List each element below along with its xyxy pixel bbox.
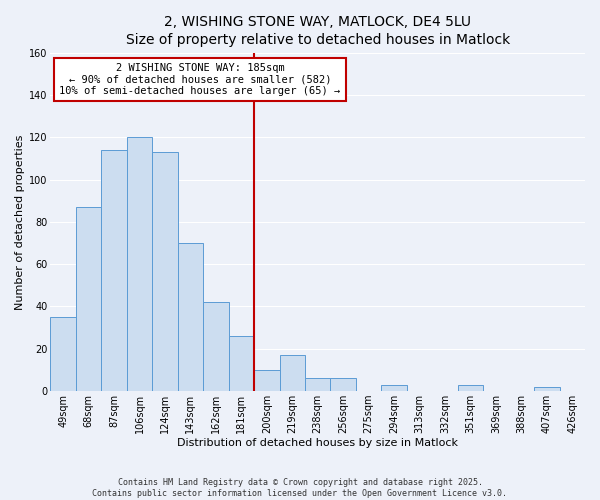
Bar <box>101 150 127 391</box>
Bar <box>331 378 356 391</box>
Bar <box>534 387 560 391</box>
Y-axis label: Number of detached properties: Number of detached properties <box>15 134 25 310</box>
X-axis label: Distribution of detached houses by size in Matlock: Distribution of detached houses by size … <box>177 438 458 448</box>
Bar <box>127 138 152 391</box>
Text: Contains HM Land Registry data © Crown copyright and database right 2025.
Contai: Contains HM Land Registry data © Crown c… <box>92 478 508 498</box>
Bar <box>458 384 483 391</box>
Bar <box>382 384 407 391</box>
Bar <box>178 243 203 391</box>
Bar <box>76 207 101 391</box>
Text: 2 WISHING STONE WAY: 185sqm
← 90% of detached houses are smaller (582)
10% of se: 2 WISHING STONE WAY: 185sqm ← 90% of det… <box>59 63 341 96</box>
Bar <box>280 355 305 391</box>
Bar <box>203 302 229 391</box>
Bar <box>305 378 331 391</box>
Bar <box>50 317 76 391</box>
Bar <box>229 336 254 391</box>
Title: 2, WISHING STONE WAY, MATLOCK, DE4 5LU
Size of property relative to detached hou: 2, WISHING STONE WAY, MATLOCK, DE4 5LU S… <box>125 15 510 48</box>
Bar <box>152 152 178 391</box>
Bar <box>254 370 280 391</box>
